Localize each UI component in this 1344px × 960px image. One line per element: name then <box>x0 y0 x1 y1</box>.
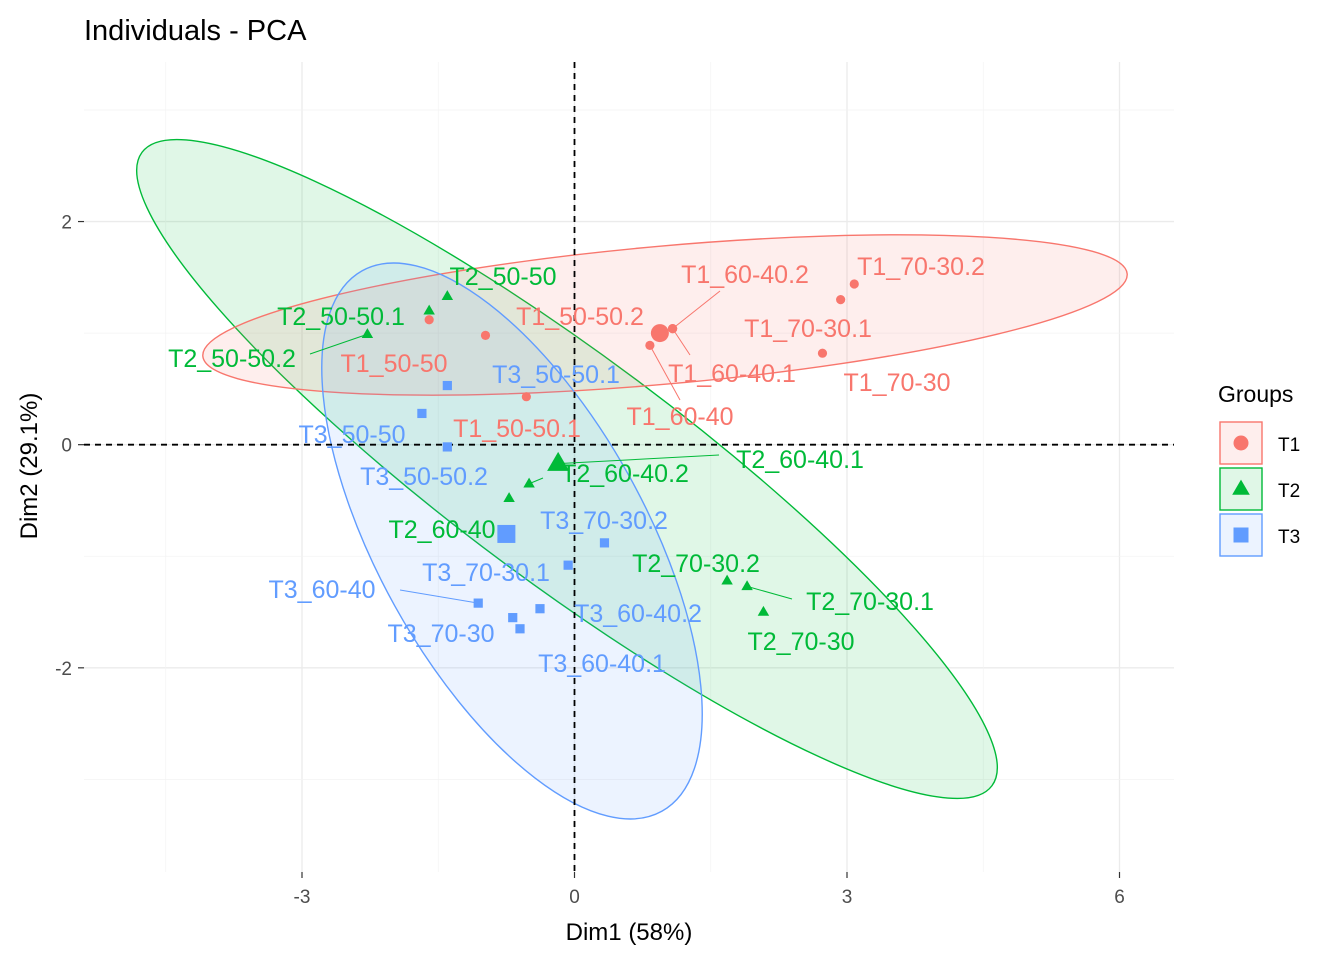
label-t1-70-30: T1_70-30 <box>843 369 950 397</box>
label-t2-60-40-1: T2_60-40.1 <box>736 446 864 474</box>
label-t3-60-40-1: T3_60-40.1 <box>538 650 666 678</box>
label-t2-70-30-2: T2_70-30.2 <box>632 550 760 578</box>
grid-lines <box>84 62 1174 872</box>
x-tick-label-1: 0 <box>569 887 580 908</box>
point-t3-60-40-2 <box>535 604 545 614</box>
point-t3-70-30-1 <box>563 560 573 570</box>
data-points <box>361 279 859 634</box>
centroid-t1 <box>650 324 669 343</box>
y-axis-label: Dim2 (29.1%) <box>16 393 43 540</box>
label-t1-60-40: T1_60-40 <box>626 403 733 431</box>
point-t2-50-50-2 <box>361 328 374 338</box>
axis-ticks: -3 0 3 6 -2 0 2 <box>55 213 1125 908</box>
label-t2-70-30-1: T2_70-30.1 <box>806 588 934 616</box>
label-t1-50-50-2: T1_50-50.2 <box>516 303 644 331</box>
point-t1-70-30 <box>817 348 828 358</box>
point-t1-70-30-1 <box>836 295 846 305</box>
legend-title: Groups <box>1218 381 1293 407</box>
label-t1-70-30-1: T1_70-30.1 <box>744 315 872 343</box>
label-t1-60-40-1: T1_60-40.1 <box>668 360 796 388</box>
connector-t2-70-30-1 <box>746 585 793 600</box>
point-t2-70-30-1 <box>741 580 753 591</box>
label-t2-70-30: T2_70-30 <box>747 628 854 656</box>
point-t1-60-40 <box>645 340 655 350</box>
point-t1-60-40-2 <box>668 324 678 334</box>
point-t1-50-50 <box>424 315 434 325</box>
label-t3-50-50-2: T3_50-50.2 <box>360 463 488 491</box>
legend-marker-t1 <box>1233 435 1249 451</box>
label-t3-60-40-2: T3_60-40.2 <box>574 600 702 628</box>
point-t3-50-50-1 <box>442 380 452 391</box>
centroid-t3 <box>497 524 516 543</box>
x-tick-label-0: -3 <box>294 887 311 908</box>
label-connectors <box>309 290 793 604</box>
legend-label-t3: T3 <box>1278 527 1300 548</box>
chart-title: Individuals - PCA <box>84 15 307 47</box>
legend-item-t1: T1 <box>1219 421 1300 465</box>
point-t3-60-40-1 <box>515 624 525 634</box>
label-t2-50-50-1: T2_50-50.1 <box>277 303 405 331</box>
label-t2-50-50: T2_50-50 <box>449 263 556 291</box>
label-t2-60-40-2: T2_60-40.2 <box>561 460 689 488</box>
legend-marker-t2 <box>1232 479 1250 495</box>
label-t3-70-30-2: T3_70-30.2 <box>540 507 668 535</box>
connector-t2-50-50-2 <box>309 333 368 355</box>
legend-marker-t3 <box>1233 527 1249 543</box>
y-tick-label-1: 0 <box>61 436 72 457</box>
point-t2-70-30-2 <box>721 574 733 585</box>
label-t1-50-50-1: T1_50-50.1 <box>453 415 581 443</box>
label-t3-50-50: T3_50-50 <box>298 421 405 449</box>
point-t2-60-40 <box>503 492 515 502</box>
x-tick-label-3: 6 <box>1114 887 1125 908</box>
point-t2-50-50 <box>441 290 454 301</box>
centroid-t2 <box>547 451 570 471</box>
legend-item-t2: T2 <box>1219 467 1300 511</box>
y-tick-label-2: 2 <box>61 213 72 234</box>
legend-item-t3: T3 <box>1219 513 1300 557</box>
connector-t1-60-40-1 <box>672 328 691 356</box>
point-t3-70-30 <box>508 613 518 623</box>
legend-label-t1: T1 <box>1278 435 1300 456</box>
point-t1-50-50-1 <box>521 392 531 402</box>
label-t3-50-50-1: T3_50-50.1 <box>492 361 620 389</box>
point-t3-50-50-2 <box>442 442 452 452</box>
point-t3-70-30-2 <box>599 538 610 548</box>
label-t2-50-50-2: T2_50-50.2 <box>168 345 296 373</box>
connector-t3-60-40 <box>399 589 479 604</box>
reference-lines <box>84 62 1174 872</box>
point-t2-70-30 <box>757 605 770 616</box>
point-t3-50-50 <box>417 408 427 419</box>
label-t2-60-40: T2_60-40 <box>388 516 495 544</box>
point-t2-50-50-1 <box>423 304 435 315</box>
x-tick-label-2: 3 <box>842 887 853 908</box>
point-t3-60-40 <box>473 598 483 608</box>
connector-t1-60-40-2 <box>672 290 721 330</box>
point-labels: T1_50-50 T1_50-50.1 T1_50-50.2 T1_60-40 T1_6… <box>168 253 985 678</box>
point-t1-70-30-2 <box>849 279 859 289</box>
y-tick-label-0: -2 <box>55 659 72 680</box>
label-t3-70-30: T3_70-30 <box>387 620 494 648</box>
legend-label-t2: T2 <box>1278 481 1300 502</box>
label-t3-60-40: T3_60-40 <box>268 576 375 604</box>
connector-t1-60-40 <box>649 345 681 401</box>
point-t2-60-40-2 <box>523 477 535 488</box>
x-axis-label: Dim1 (58%) <box>566 919 693 946</box>
connector-t2-60-40-1 <box>558 454 720 465</box>
point-t1-50-50-2 <box>480 330 491 340</box>
label-t1-60-40-2: T1_60-40.2 <box>681 261 809 289</box>
label-t1-50-50: T1_50-50 <box>340 350 447 378</box>
label-t3-70-30-1: T3_70-30.1 <box>422 559 550 587</box>
label-t1-70-30-2: T1_70-30.2 <box>857 253 985 281</box>
legend: Groups T1 T2 T3 <box>1218 381 1300 557</box>
